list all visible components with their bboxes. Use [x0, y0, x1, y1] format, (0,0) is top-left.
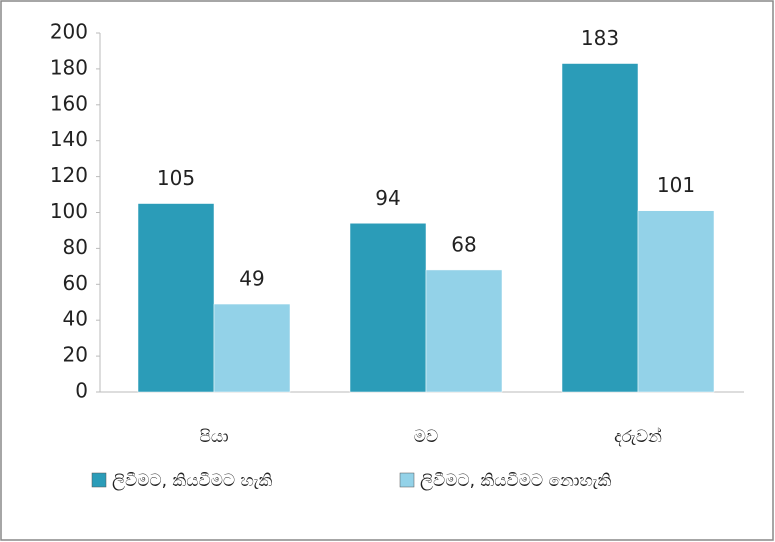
- legend-swatch: [91, 472, 107, 488]
- y-tick-label: 200: [50, 20, 88, 44]
- bar: [561, 63, 639, 393]
- x-tick-label: දරුවන්: [614, 427, 662, 447]
- y-tick-label: 140: [50, 127, 88, 151]
- legend-label: ලිවීමට, කියවීමට හැකි: [112, 471, 273, 491]
- y-tick-label: 160: [50, 91, 88, 115]
- y-tick-label: 100: [50, 199, 88, 223]
- data-label: 49: [239, 267, 264, 291]
- data-label: 68: [451, 232, 476, 256]
- y-tick-label: 0: [75, 379, 88, 403]
- y-tick-label: 20: [63, 343, 88, 367]
- data-label: 94: [375, 186, 400, 210]
- x-tick-label: මව: [414, 427, 438, 447]
- legend-swatch: [399, 472, 415, 488]
- y-tick-label: 40: [63, 307, 88, 331]
- y-tick-label: 180: [50, 55, 88, 79]
- bar: [425, 269, 503, 393]
- legend-label: ලිවීමට, කියවීමට නොහැකි: [420, 471, 612, 491]
- data-label: 105: [157, 166, 195, 190]
- bar: [637, 210, 715, 393]
- bar: [349, 223, 427, 393]
- y-tick-label: 60: [63, 271, 88, 295]
- bar: [213, 303, 291, 393]
- data-label: 101: [657, 173, 695, 197]
- bar: [137, 203, 215, 393]
- data-label: 183: [581, 26, 619, 50]
- y-tick-label: 80: [63, 235, 88, 259]
- y-tick-label: 120: [50, 163, 88, 187]
- x-tick-label: පියා: [199, 427, 228, 447]
